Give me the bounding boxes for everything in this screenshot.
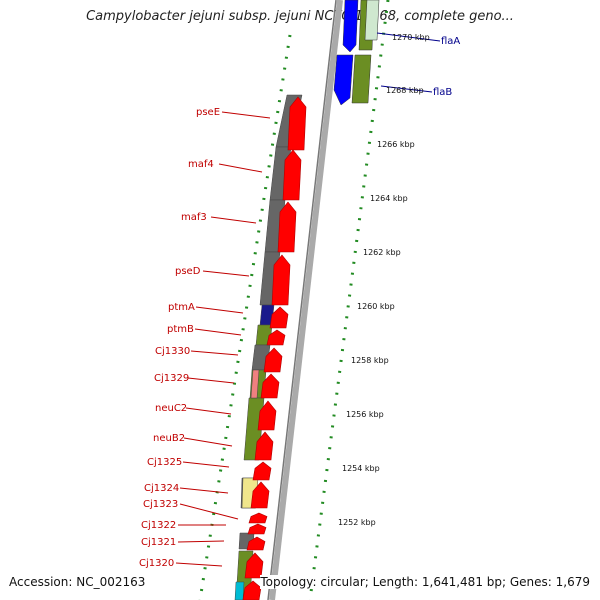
flagellin-labels[interactable]: flaA flaB [433, 36, 460, 98]
gene-label[interactable]: neuC2 [155, 403, 187, 414]
gene-label-leader [179, 487, 229, 494]
gene-label-leader [179, 503, 239, 520]
gene-label-leader [221, 111, 271, 119]
scale-label: 1262 kbp [363, 248, 401, 257]
gene-label-leader [210, 216, 257, 224]
flagellin-label-leaders [376, 32, 441, 93]
scale-label: 1264 kbp [370, 194, 408, 203]
scale-labels: 1270 kbp 1268 kbp 1266 kbp 1264 kbp 1262 kbp… [338, 33, 430, 527]
orf-arrow[interactable] [351, 54, 372, 104]
gene-label-leader [190, 350, 239, 356]
gene-label-leader [175, 562, 223, 567]
orf-arrow[interactable] [247, 523, 267, 535]
gene-label-leader [185, 407, 232, 415]
orf-arrow[interactable] [364, 0, 380, 41]
scale-label: 1268 kbp [386, 86, 424, 95]
backbone [267, 0, 343, 600]
gene-label[interactable]: Cj1321 [141, 537, 176, 548]
gene-label[interactable]: maf3 [181, 212, 207, 223]
orf-arrow[interactable] [252, 461, 272, 481]
orf-arrow[interactable] [266, 329, 286, 346]
gene-blocks[interactable] [234, 0, 380, 600]
flagellin-label[interactable]: flaB [433, 87, 452, 98]
orf-arrow[interactable] [248, 512, 268, 524]
orf-arrow[interactable] [242, 580, 262, 600]
gene-label[interactable]: Cj1324 [144, 483, 179, 494]
gene-label[interactable]: Cj1325 [147, 457, 182, 468]
gene-label-leader [195, 306, 244, 314]
orf-arrow[interactable] [246, 536, 266, 551]
flagellin-label-leader [380, 85, 433, 93]
gene-label[interactable]: Cj1323 [143, 499, 178, 510]
gene-label[interactable]: Cj1330 [155, 346, 190, 357]
gene-label[interactable]: ptmA [168, 302, 195, 313]
gene-label-leader [177, 540, 225, 543]
orf-arrow[interactable] [333, 54, 354, 106]
gene-label[interactable]: Cj1329 [154, 373, 189, 384]
map-title: Campylobacter jejuni subsp. jejuni NCTC … [86, 9, 514, 24]
orf-arrow[interactable] [277, 201, 297, 253]
gene-label[interactable]: maf4 [188, 159, 214, 170]
gene-label-leader [202, 270, 250, 277]
orf-arrow[interactable] [269, 306, 289, 329]
scale-label: 1252 kbp [338, 518, 376, 527]
topology-text: Topology: circular; Length: 1,641,481 bp… [260, 575, 590, 589]
gene-label-leader [183, 437, 233, 447]
scale-label: 1270 kbp [392, 33, 430, 42]
orf-arrow[interactable] [271, 254, 291, 306]
gene-labels[interactable]: pseE maf4 maf3 pseD ptmA ptmB Cj1330 Cj1329 neuC… [139, 107, 220, 569]
gene-label-leader [218, 163, 263, 173]
cog-segment[interactable] [234, 581, 245, 600]
orf-arrow[interactable] [342, 0, 359, 53]
orf-arrow[interactable] [282, 149, 302, 201]
gene-label[interactable]: ptmB [167, 324, 194, 335]
gene-label[interactable]: pseE [196, 107, 220, 118]
orf-arrow[interactable] [244, 552, 264, 579]
scale-label: 1266 kbp [377, 140, 415, 149]
scale-label: 1256 kbp [346, 410, 384, 419]
gene-label[interactable]: Cj1322 [141, 520, 176, 531]
flagellin-label-leader [376, 32, 441, 42]
scale-label: 1260 kbp [357, 302, 395, 311]
scale-label: 1254 kbp [342, 464, 380, 473]
gene-label[interactable]: Cj1320 [139, 558, 174, 569]
gene-label[interactable]: pseD [175, 266, 201, 277]
orf-arrow[interactable] [287, 96, 307, 151]
gene-label[interactable]: neuB2 [153, 433, 185, 444]
gene-label-leader [182, 461, 230, 468]
outer-tick-ring [198, 34, 292, 600]
gene-label-leader [187, 377, 235, 384]
orf-arrow[interactable] [250, 481, 270, 509]
accession-text: Accession: NC_002163 [9, 575, 146, 589]
orf-arrow[interactable] [254, 431, 274, 461]
scale-tick-ring [308, 0, 390, 600]
flagellin-label[interactable]: flaA [441, 36, 460, 47]
orf-arrow[interactable] [263, 347, 283, 373]
gene-label-leader [194, 328, 242, 336]
cog-segment[interactable] [250, 369, 260, 399]
gene-label-leaders [175, 111, 271, 567]
scale-label: 1258 kbp [351, 356, 389, 365]
orf-arrow[interactable] [257, 400, 277, 431]
orf-arrow[interactable] [260, 373, 280, 399]
